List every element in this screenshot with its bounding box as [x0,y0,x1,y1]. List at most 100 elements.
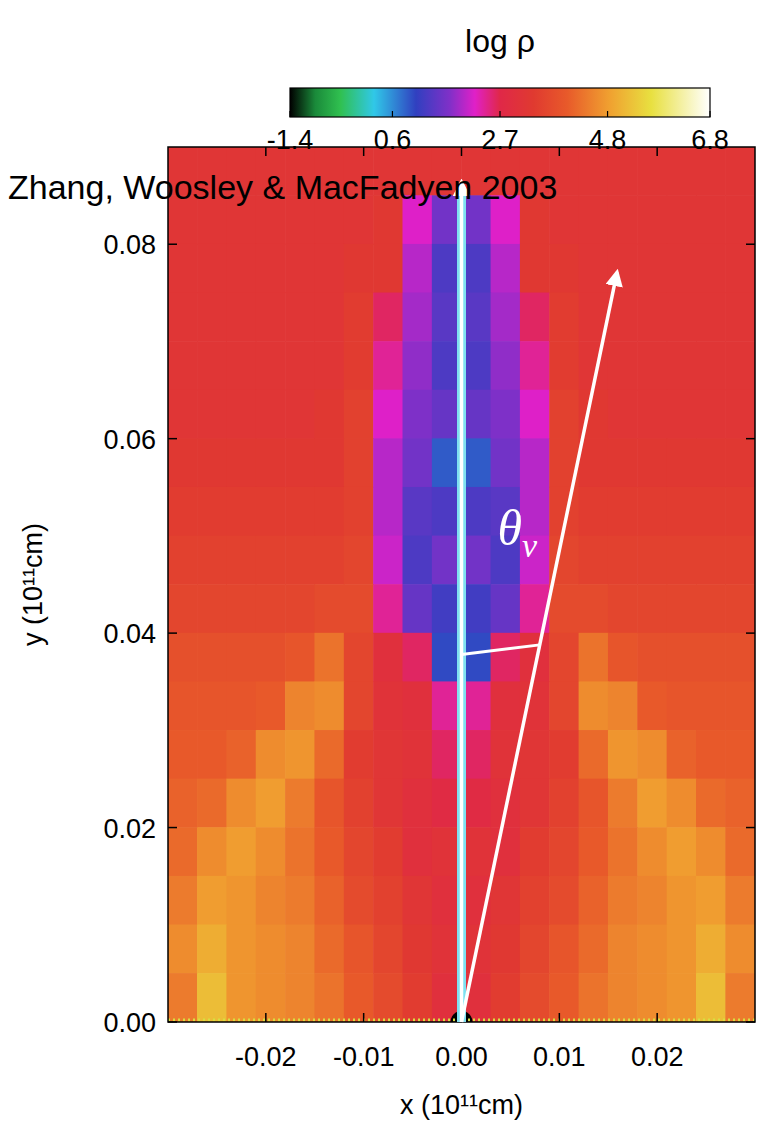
density-cell [403,293,433,342]
axes: -0.02-0.010.000.010.020.000.020.040.060.… [103,147,755,1072]
density-cell [168,779,198,828]
density-cell [403,681,433,730]
jet-axis-arrow [460,182,464,1022]
density-cell [197,876,227,925]
density-cell [491,244,521,293]
density-cell [226,876,256,925]
density-cell [579,779,609,828]
density-cell [226,293,256,342]
density-cell [696,973,726,1022]
density-cell [725,293,755,342]
density-cell [344,924,374,973]
density-cell [491,293,521,342]
density-cell [226,536,256,585]
density-cell [314,876,344,925]
density-cell [491,341,521,390]
density-cell [403,827,433,876]
density-cell [549,876,579,925]
density-cell [725,876,755,925]
density-cell [168,730,198,779]
colorbar-tick [289,111,290,117]
density-cell [608,390,638,439]
density-cell [256,341,286,390]
density-cell [579,827,609,876]
density-cell [197,779,227,828]
density-cell [344,827,374,876]
density-cell [520,244,550,293]
density-cell [696,633,726,682]
density-cell [549,779,579,828]
density-cell [667,681,697,730]
density-cell [168,681,198,730]
x-tick [363,1013,365,1022]
density-cell [696,487,726,536]
density-cell [608,779,638,828]
density-cell [696,244,726,293]
density-cell [725,487,755,536]
density-cell [285,779,315,828]
angle-label: θv [498,500,539,564]
density-cell [344,730,374,779]
density-cell [579,876,609,925]
y-tick-label: 0.00 [103,1008,156,1038]
density-cell [549,244,579,293]
density-cell [373,536,403,585]
density-cell [373,244,403,293]
density-cell [549,681,579,730]
density-cell [314,681,344,730]
density-cell [373,438,403,487]
density-cell [226,681,256,730]
y-axis-title: y (10¹¹cm) [18,523,48,646]
density-cell [637,584,667,633]
density-cell [168,827,198,876]
density-cell [725,244,755,293]
density-cell [637,487,667,536]
density-cell [285,633,315,682]
density-cell [725,681,755,730]
plot-frame [168,147,755,1022]
density-cell [696,390,726,439]
density-cell [637,827,667,876]
density-cell [344,244,374,293]
y-tick [168,243,177,245]
density-cell [725,536,755,585]
density-cell [344,876,374,925]
density-cell [168,293,198,342]
angle-subscript: v [522,527,538,564]
density-cell [403,633,433,682]
density-cell [256,730,286,779]
y-tick-right [746,827,755,829]
density-cell [403,779,433,828]
density-cell [725,973,755,1022]
density-cell [667,973,697,1022]
density-cell [168,438,198,487]
density-cell [373,827,403,876]
density-cell [667,390,697,439]
density-cell [168,536,198,585]
density-cell [667,779,697,828]
density-cell [696,536,726,585]
density-cell [637,779,667,828]
density-cell [667,487,697,536]
x-tick-label: -0.01 [333,1042,395,1072]
density-cell [549,341,579,390]
colorbar-tick-label: 4.8 [589,125,627,155]
density-cell [696,779,726,828]
density-cell [520,730,550,779]
density-cell [725,438,755,487]
density-cell [520,438,550,487]
density-cell [344,390,374,439]
density-cell [549,390,579,439]
density-cell [168,487,198,536]
y-tick [168,438,177,440]
density-cell [725,584,755,633]
density-cell [314,730,344,779]
density-cell [197,584,227,633]
density-cell [344,341,374,390]
density-cell [667,730,697,779]
density-cell [197,924,227,973]
density-cell [637,438,667,487]
density-cell [491,633,521,682]
density-cell [344,973,374,1022]
density-cell [197,681,227,730]
